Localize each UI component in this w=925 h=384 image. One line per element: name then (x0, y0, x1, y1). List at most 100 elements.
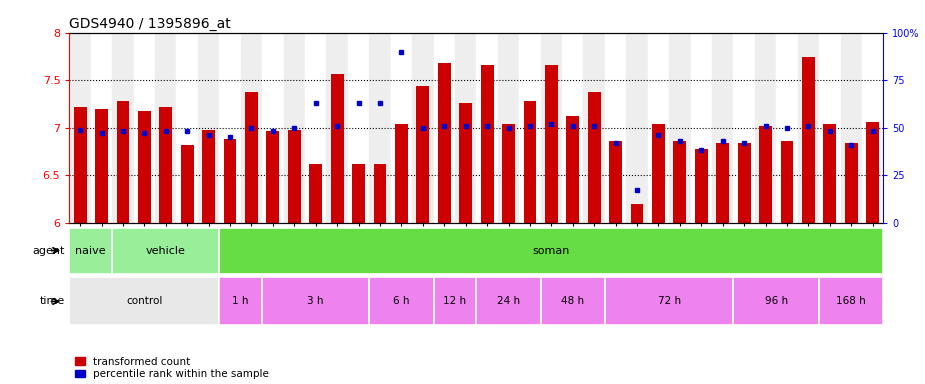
Text: 72 h: 72 h (658, 296, 681, 306)
Bar (262, 278, 369, 325)
Bar (352, 164, 365, 223)
Bar (626, 33, 647, 223)
Bar (416, 86, 429, 223)
Bar (240, 33, 262, 223)
Bar (434, 278, 476, 325)
Bar (245, 91, 258, 223)
Text: 12 h: 12 h (443, 296, 466, 306)
Bar (138, 111, 151, 223)
Bar (712, 33, 734, 223)
Bar (305, 33, 327, 223)
Text: 96 h: 96 h (765, 296, 788, 306)
Bar (562, 33, 584, 223)
Text: soman: soman (533, 245, 570, 256)
Bar (669, 33, 691, 223)
Bar (133, 33, 155, 223)
Bar (820, 278, 883, 325)
Bar (331, 74, 343, 223)
Bar (845, 143, 857, 223)
Bar (755, 33, 776, 223)
Bar (566, 116, 579, 223)
Bar (648, 33, 669, 223)
Bar (862, 33, 883, 223)
Text: 168 h: 168 h (836, 296, 866, 306)
Bar (540, 33, 562, 223)
Bar (734, 33, 755, 223)
Bar (180, 145, 193, 223)
Bar (266, 131, 279, 223)
Bar (369, 278, 434, 325)
Bar (369, 33, 390, 223)
Bar (262, 33, 284, 223)
Bar (540, 278, 605, 325)
Bar (734, 278, 820, 325)
Bar (69, 227, 112, 273)
Bar (455, 33, 476, 223)
Bar (459, 103, 472, 223)
Text: 1 h: 1 h (232, 296, 249, 306)
Bar (434, 33, 455, 223)
Bar (219, 227, 883, 273)
Bar (374, 164, 387, 223)
Bar (759, 126, 772, 223)
Bar (112, 33, 133, 223)
Bar (413, 33, 434, 223)
Bar (802, 57, 815, 223)
Bar (545, 65, 558, 223)
Text: control: control (126, 296, 163, 306)
Bar (177, 33, 198, 223)
Text: 48 h: 48 h (561, 296, 585, 306)
Bar (348, 33, 369, 223)
Bar (390, 33, 413, 223)
Bar (69, 33, 91, 223)
Bar (695, 149, 708, 223)
Bar (224, 139, 237, 223)
Bar (716, 143, 729, 223)
Bar (74, 107, 87, 223)
Bar (327, 33, 348, 223)
Bar (610, 141, 622, 223)
Bar (797, 33, 820, 223)
Bar (198, 33, 219, 223)
Bar (587, 91, 600, 223)
Bar (820, 33, 841, 223)
Text: naive: naive (76, 245, 106, 256)
Bar (498, 33, 519, 223)
Bar (395, 124, 408, 223)
Bar (738, 143, 750, 223)
Bar (584, 33, 605, 223)
Bar (673, 141, 686, 223)
Bar (866, 122, 879, 223)
Bar (91, 33, 112, 223)
Bar (481, 65, 494, 223)
Bar (823, 124, 836, 223)
Text: 24 h: 24 h (497, 296, 520, 306)
Text: vehicle: vehicle (146, 245, 186, 256)
Bar (519, 33, 540, 223)
Text: agent: agent (32, 245, 65, 256)
Text: 6 h: 6 h (393, 296, 410, 306)
Bar (155, 33, 177, 223)
Bar (219, 278, 262, 325)
Bar (524, 101, 536, 223)
Bar (691, 33, 712, 223)
Bar (776, 33, 797, 223)
Bar (117, 101, 130, 223)
Bar (309, 164, 322, 223)
Text: time: time (40, 296, 65, 306)
Bar (476, 33, 498, 223)
Bar (284, 33, 305, 223)
Bar (69, 278, 219, 325)
Bar (605, 33, 626, 223)
Bar (438, 63, 450, 223)
Bar (219, 33, 240, 223)
Bar (605, 278, 734, 325)
Bar (112, 227, 219, 273)
Legend: transformed count, percentile rank within the sample: transformed count, percentile rank withi… (75, 357, 269, 379)
Bar (652, 124, 665, 223)
Bar (95, 109, 108, 223)
Bar (502, 124, 515, 223)
Bar (631, 204, 644, 223)
Bar (159, 107, 172, 223)
Bar (841, 33, 862, 223)
